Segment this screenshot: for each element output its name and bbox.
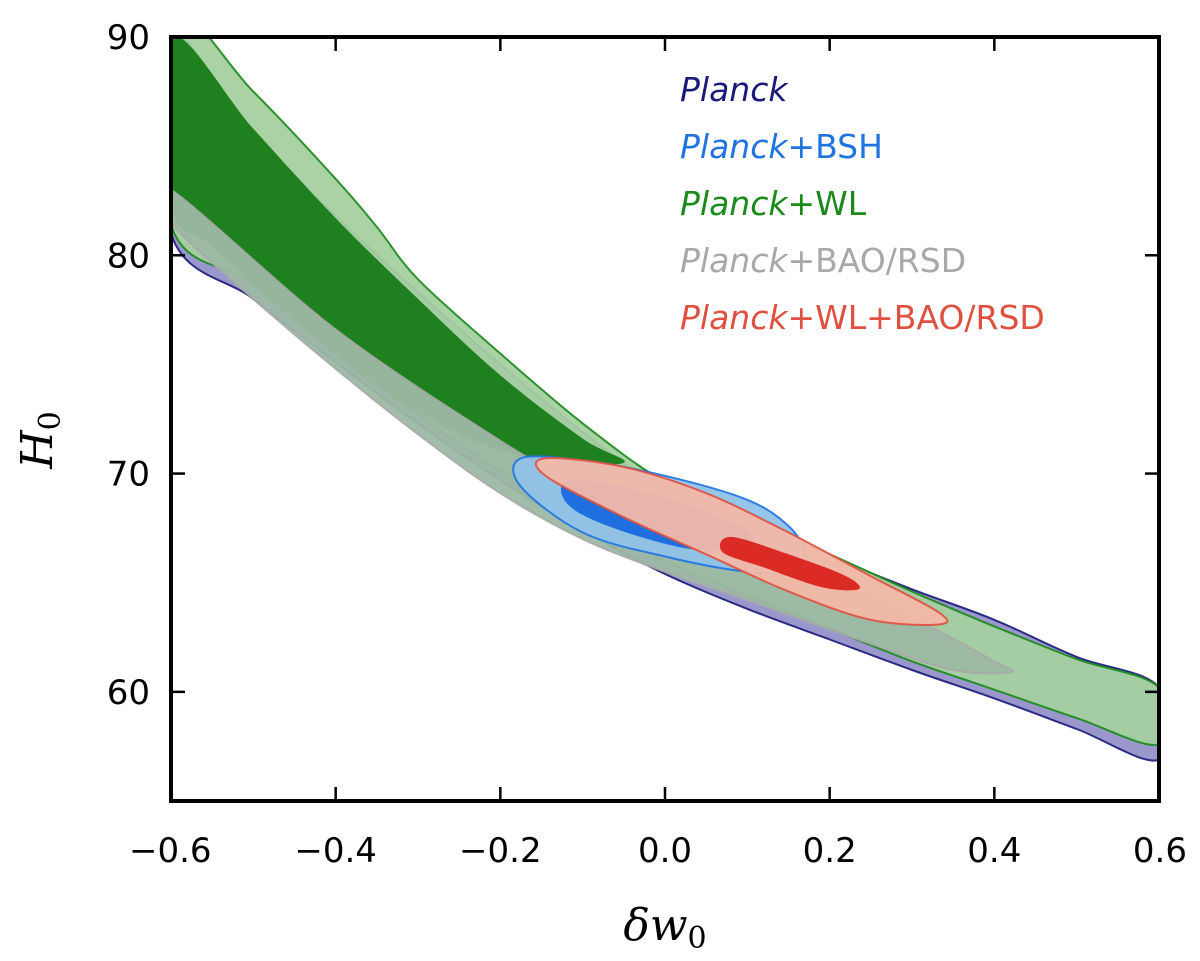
legend-label-italic: Planck xyxy=(680,70,789,109)
legend-label-italic: Planck xyxy=(680,241,789,280)
legend-entry-planck-bao-rsd: Planck+BAO/RSD xyxy=(680,241,966,280)
legend-entry-planck: Planck xyxy=(680,70,789,109)
x-tick-label: 0.4 xyxy=(967,831,1021,871)
legend-entry-planck-wl: Planck+WL xyxy=(680,184,867,223)
contour-regions xyxy=(171,37,1159,762)
tick-labels: −0.6 −0.4 −0.2 0.0 0.2 0.4 0.6 60 70 80 90 xyxy=(107,18,1187,871)
y-tick-label: 90 xyxy=(107,18,150,58)
legend-label-rest: +BAO/RSD xyxy=(787,241,966,280)
y-tick-label: 60 xyxy=(107,673,150,713)
x-tick-label: −0.6 xyxy=(129,831,212,871)
legend-label-italic: Planck xyxy=(680,127,789,166)
legend-entry-planck-bsh: Planck+BSH xyxy=(680,127,883,166)
x-tick-label: −0.2 xyxy=(459,831,542,871)
x-tick-label: 0.0 xyxy=(638,831,692,871)
x-axis-title: δw0 xyxy=(623,900,706,956)
legend-label-rest: +WL xyxy=(787,184,866,223)
y-tick-label: 80 xyxy=(107,236,150,276)
axis-ticks xyxy=(169,35,1161,801)
legend-label-rest: +WL+BAO/RSD xyxy=(787,298,1044,337)
y-axis-title-sub: 0 xyxy=(33,411,68,430)
y-axis-title: H0 xyxy=(12,411,68,469)
x-axis-title-main: δw xyxy=(623,900,687,951)
y-axis-title-main: H xyxy=(12,429,63,470)
planck-wl-bao-rsd-contour-68 xyxy=(719,536,860,591)
legend-label-italic: Planck xyxy=(680,184,789,223)
x-tick-label: −0.4 xyxy=(294,831,377,871)
legend-entry-planck-wl-bao-rsd: Planck+WL+BAO/RSD xyxy=(680,298,1045,337)
legend: PlanckPlanck+BSHPlanck+WLPlanck+BAO/RSDP… xyxy=(680,70,1045,337)
x-tick-label: 0.6 xyxy=(1133,831,1187,871)
legend-label-italic: Planck xyxy=(680,298,789,337)
x-tick-label: 0.2 xyxy=(803,831,857,871)
y-tick-label: 70 xyxy=(107,455,150,495)
legend-label-rest: +BSH xyxy=(787,127,882,166)
x-axis-title-sub: 0 xyxy=(688,921,707,956)
